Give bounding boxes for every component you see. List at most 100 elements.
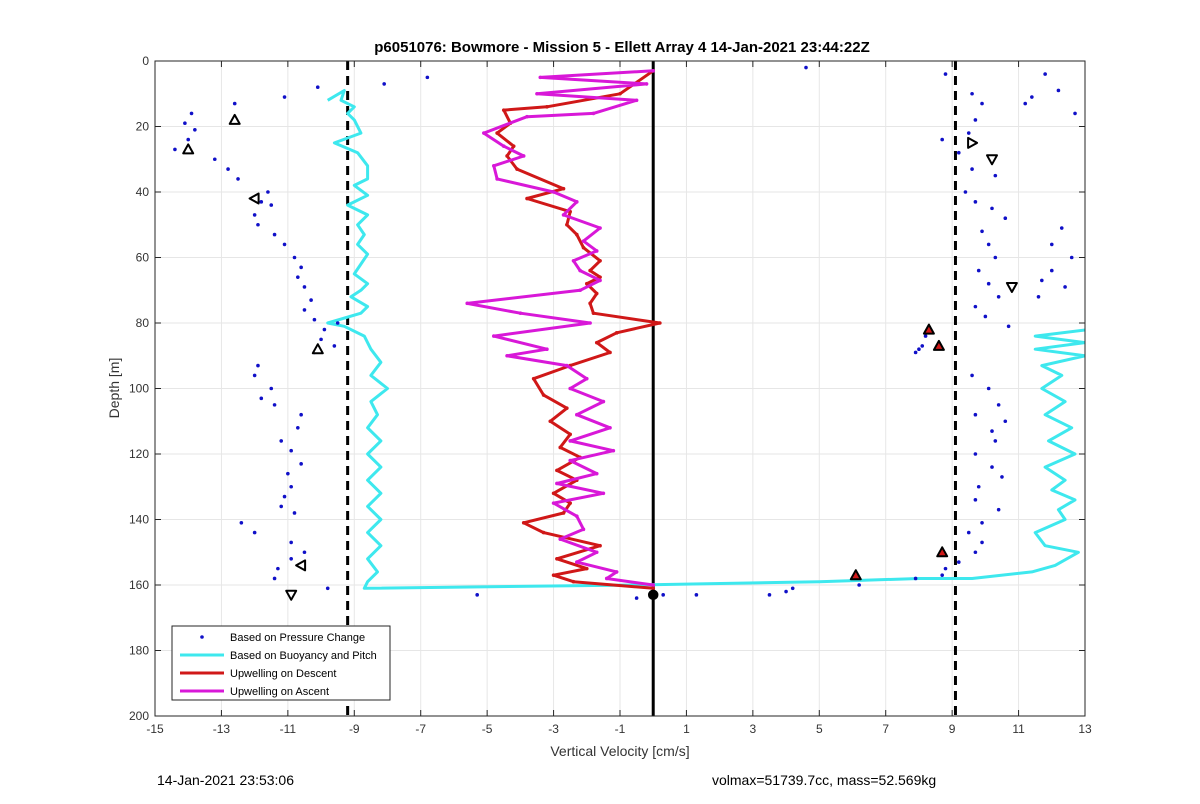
- pressure-point: [252, 213, 257, 217]
- pressure-point: [1056, 88, 1061, 93]
- marker-triangle-left: [295, 559, 307, 572]
- pressure-point: [1049, 268, 1054, 273]
- series-point: [551, 573, 556, 577]
- pressure-point: [302, 308, 307, 312]
- pressure-point: [266, 190, 270, 194]
- x-axis-label: Vertical Velocity [cm/s]: [550, 743, 689, 759]
- pressure-point: [993, 173, 998, 178]
- series-point: [611, 448, 616, 453]
- marker-triangle-up: [849, 569, 862, 581]
- pressure-point: [943, 566, 948, 571]
- series-point: [608, 426, 612, 430]
- x-tick-label: 1: [683, 722, 690, 736]
- series-point: [501, 108, 506, 112]
- marker-triangle-up: [228, 113, 241, 125]
- pressure-point: [1003, 419, 1008, 424]
- axis-ticks: -15 -13 -11 -9 -7 -5 -3 -1 1 3 5 7 9 11 13020406080100…: [129, 54, 1092, 736]
- series-point: [575, 232, 579, 237]
- series-point: [594, 471, 599, 476]
- pressure-point: [299, 462, 303, 466]
- pressure-point: [279, 504, 284, 509]
- legend-label: Upwelling on Ascent: [230, 686, 329, 698]
- series-point: [465, 301, 470, 306]
- pressure-point: [993, 439, 998, 443]
- series-point: [578, 268, 582, 273]
- series-point: [565, 363, 569, 368]
- pressure-point: [990, 206, 994, 211]
- series-point: [634, 98, 639, 103]
- pressure-point: [980, 520, 984, 525]
- series-point: [598, 543, 602, 548]
- series-point: [495, 131, 499, 135]
- series-point: [575, 514, 579, 519]
- pressure-point: [272, 403, 277, 407]
- pressure-point: [634, 596, 639, 600]
- pressure-point: [980, 540, 984, 545]
- series-point: [618, 91, 622, 96]
- pressure-point: [940, 573, 944, 577]
- series-point: [588, 268, 592, 273]
- pressure-point: [990, 465, 994, 469]
- series-point: [521, 154, 526, 158]
- pressure-point: [256, 222, 260, 227]
- series-point: [525, 114, 529, 119]
- pressure-point: [986, 281, 991, 286]
- series-point: [505, 154, 509, 158]
- series-point: [548, 419, 553, 424]
- series-point: [651, 583, 656, 587]
- pressure-point: [289, 557, 293, 561]
- pressure-point: [996, 295, 1001, 299]
- pressure-point: [980, 229, 984, 234]
- pressure-point: [1003, 216, 1008, 220]
- marker-triangle-up: [182, 143, 195, 155]
- pressure-point: [983, 314, 988, 319]
- pressure-point: [857, 583, 861, 587]
- pressure-point: [302, 550, 307, 555]
- series-point: [555, 557, 559, 561]
- series-point: [588, 301, 592, 306]
- pressure-point: [661, 593, 665, 597]
- x-tick-label: 7: [882, 722, 889, 736]
- pressure-point: [315, 85, 320, 89]
- series-point: [511, 144, 516, 148]
- series-point: [591, 111, 596, 116]
- pressure-point: [282, 494, 287, 499]
- series-point: [525, 196, 529, 201]
- pressure-point: [804, 65, 808, 70]
- series-point: [521, 520, 526, 525]
- pressure-point: [1069, 255, 1074, 260]
- pressure-point: [299, 412, 303, 417]
- series-point: [561, 511, 566, 515]
- pressure-point: [973, 550, 978, 555]
- series-point: [575, 200, 579, 204]
- series-point: [541, 530, 546, 535]
- pressure-point: [694, 593, 699, 597]
- series-point: [491, 164, 496, 168]
- pressure-point: [980, 101, 984, 106]
- series-point: [584, 281, 589, 286]
- pressure-point: [173, 147, 177, 152]
- y-tick-label: 20: [136, 120, 150, 134]
- pressure-point: [993, 255, 998, 260]
- series-point: [598, 275, 602, 279]
- series-point: [651, 586, 656, 591]
- pressure-point: [917, 347, 921, 352]
- pressure-point: [784, 589, 788, 594]
- reference-lines: [346, 61, 957, 716]
- series-point: [575, 560, 579, 564]
- x-tick-label: -5: [482, 722, 493, 736]
- y-tick-label: 120: [129, 447, 149, 461]
- pressure-point: [332, 344, 337, 348]
- pressure-point: [286, 471, 290, 476]
- series-point: [604, 576, 609, 581]
- pressure-point: [973, 118, 978, 122]
- pressure-point: [335, 321, 340, 325]
- pressure-point: [299, 265, 303, 270]
- pressure-point: [923, 334, 928, 338]
- series-point: [581, 527, 586, 532]
- pressure-point: [193, 127, 197, 132]
- pressure-point: [189, 111, 194, 116]
- pressure-point: [976, 484, 981, 489]
- pressure-point: [252, 373, 257, 378]
